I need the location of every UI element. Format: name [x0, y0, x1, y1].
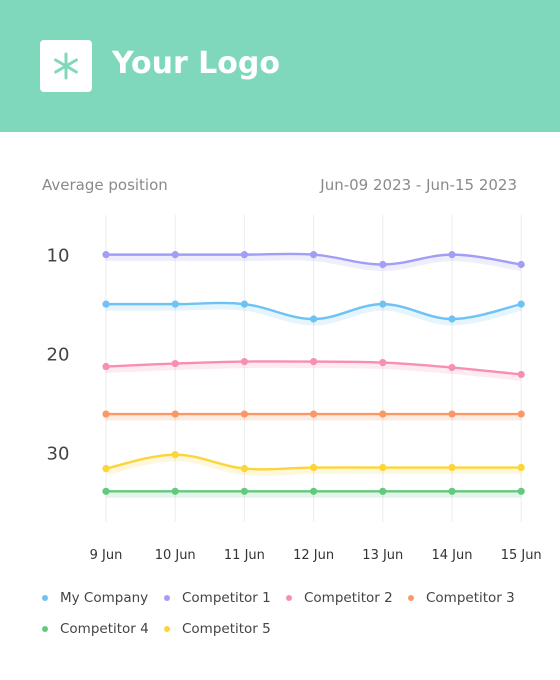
legend-label: My Company	[60, 590, 149, 606]
chart-subtitle: Average position	[42, 176, 168, 194]
data-point-competitor-1	[102, 251, 110, 259]
y-tick-label: 10	[47, 246, 70, 267]
data-point-competitor-4	[448, 487, 456, 495]
date-range: Jun-09 2023 - Jun-15 2023	[320, 176, 517, 194]
data-point-competitor-3	[310, 410, 318, 418]
data-point-competitor-5	[240, 464, 248, 473]
data-point-competitor-5	[310, 463, 318, 472]
y-tick-label: 30	[47, 444, 70, 465]
data-point-my-company	[448, 315, 456, 323]
data-point-competitor-5	[448, 463, 456, 472]
legend-item: Competitor 3	[408, 590, 515, 606]
legend-label: Competitor 3	[426, 590, 515, 606]
data-point-competitor-4	[240, 487, 248, 495]
data-point-competitor-2	[171, 359, 179, 368]
data-point-competitor-4	[379, 487, 387, 495]
legend-label: Competitor 4	[60, 621, 149, 637]
data-point-competitor-3	[448, 410, 456, 418]
legend-marker	[42, 595, 48, 601]
data-point-competitor-1	[379, 260, 387, 269]
data-point-competitor-2	[310, 357, 318, 366]
data-point-my-company	[240, 300, 248, 308]
data-point-competitor-5	[517, 463, 525, 472]
legend-label: Competitor 1	[182, 590, 271, 606]
header-banner: Your Logo	[0, 0, 560, 132]
data-point-competitor-3	[171, 410, 179, 418]
data-point-competitor-3	[102, 410, 110, 418]
data-point-my-company	[310, 315, 318, 323]
data-point-competitor-4	[171, 487, 179, 495]
y-tick-label: 20	[47, 345, 70, 366]
data-point-competitor-5	[171, 451, 179, 459]
data-point-competitor-4	[310, 487, 318, 495]
data-point-competitor-4	[102, 487, 110, 495]
legend-marker	[164, 595, 170, 601]
data-point-competitor-2	[379, 358, 387, 367]
data-point-competitor-5	[379, 463, 387, 472]
legend-label: Competitor 5	[182, 621, 271, 637]
x-tick-label: 11 Jun	[224, 548, 265, 563]
data-point-competitor-1	[240, 251, 248, 259]
legend-marker	[164, 626, 170, 632]
data-point-my-company	[171, 300, 179, 308]
data-point-competitor-3	[517, 410, 525, 418]
legend-item: Competitor 1	[164, 590, 271, 606]
legend-item: Competitor 4	[42, 621, 149, 637]
data-point-competitor-2	[517, 370, 525, 379]
data-point-competitor-2	[102, 362, 110, 371]
x-tick-label: 14 Jun	[432, 548, 473, 563]
data-point-competitor-2	[240, 357, 248, 366]
data-point-competitor-4	[517, 487, 525, 495]
data-point-competitor-1	[171, 251, 179, 259]
logo-box	[40, 40, 92, 92]
data-point-competitor-1	[448, 251, 456, 259]
data-point-competitor-3	[379, 410, 387, 418]
x-tick-label: 15 Jun	[501, 548, 542, 563]
legend-item: Competitor 2	[286, 590, 393, 606]
data-point-competitor-1	[517, 260, 525, 269]
data-point-competitor-5	[102, 464, 110, 473]
data-point-my-company	[102, 300, 110, 308]
legend-marker	[408, 595, 414, 601]
legend-marker	[286, 595, 292, 601]
data-point-competitor-2	[448, 363, 456, 372]
logo-text: Your Logo	[112, 46, 280, 81]
data-point-my-company	[379, 300, 387, 308]
legend-item: My Company	[42, 590, 148, 606]
x-tick-label: 13 Jun	[362, 548, 403, 563]
legend-label: Competitor 2	[304, 590, 393, 606]
asterisk-icon	[54, 52, 78, 80]
x-tick-label: 9 Jun	[90, 548, 123, 563]
x-tick-label: 12 Jun	[293, 548, 334, 563]
x-tick-label: 10 Jun	[155, 548, 196, 563]
data-point-my-company	[517, 300, 525, 308]
data-point-competitor-1	[310, 251, 318, 259]
legend-item: Competitor 5	[164, 621, 271, 637]
data-point-competitor-3	[240, 410, 248, 418]
legend-marker	[42, 626, 48, 632]
